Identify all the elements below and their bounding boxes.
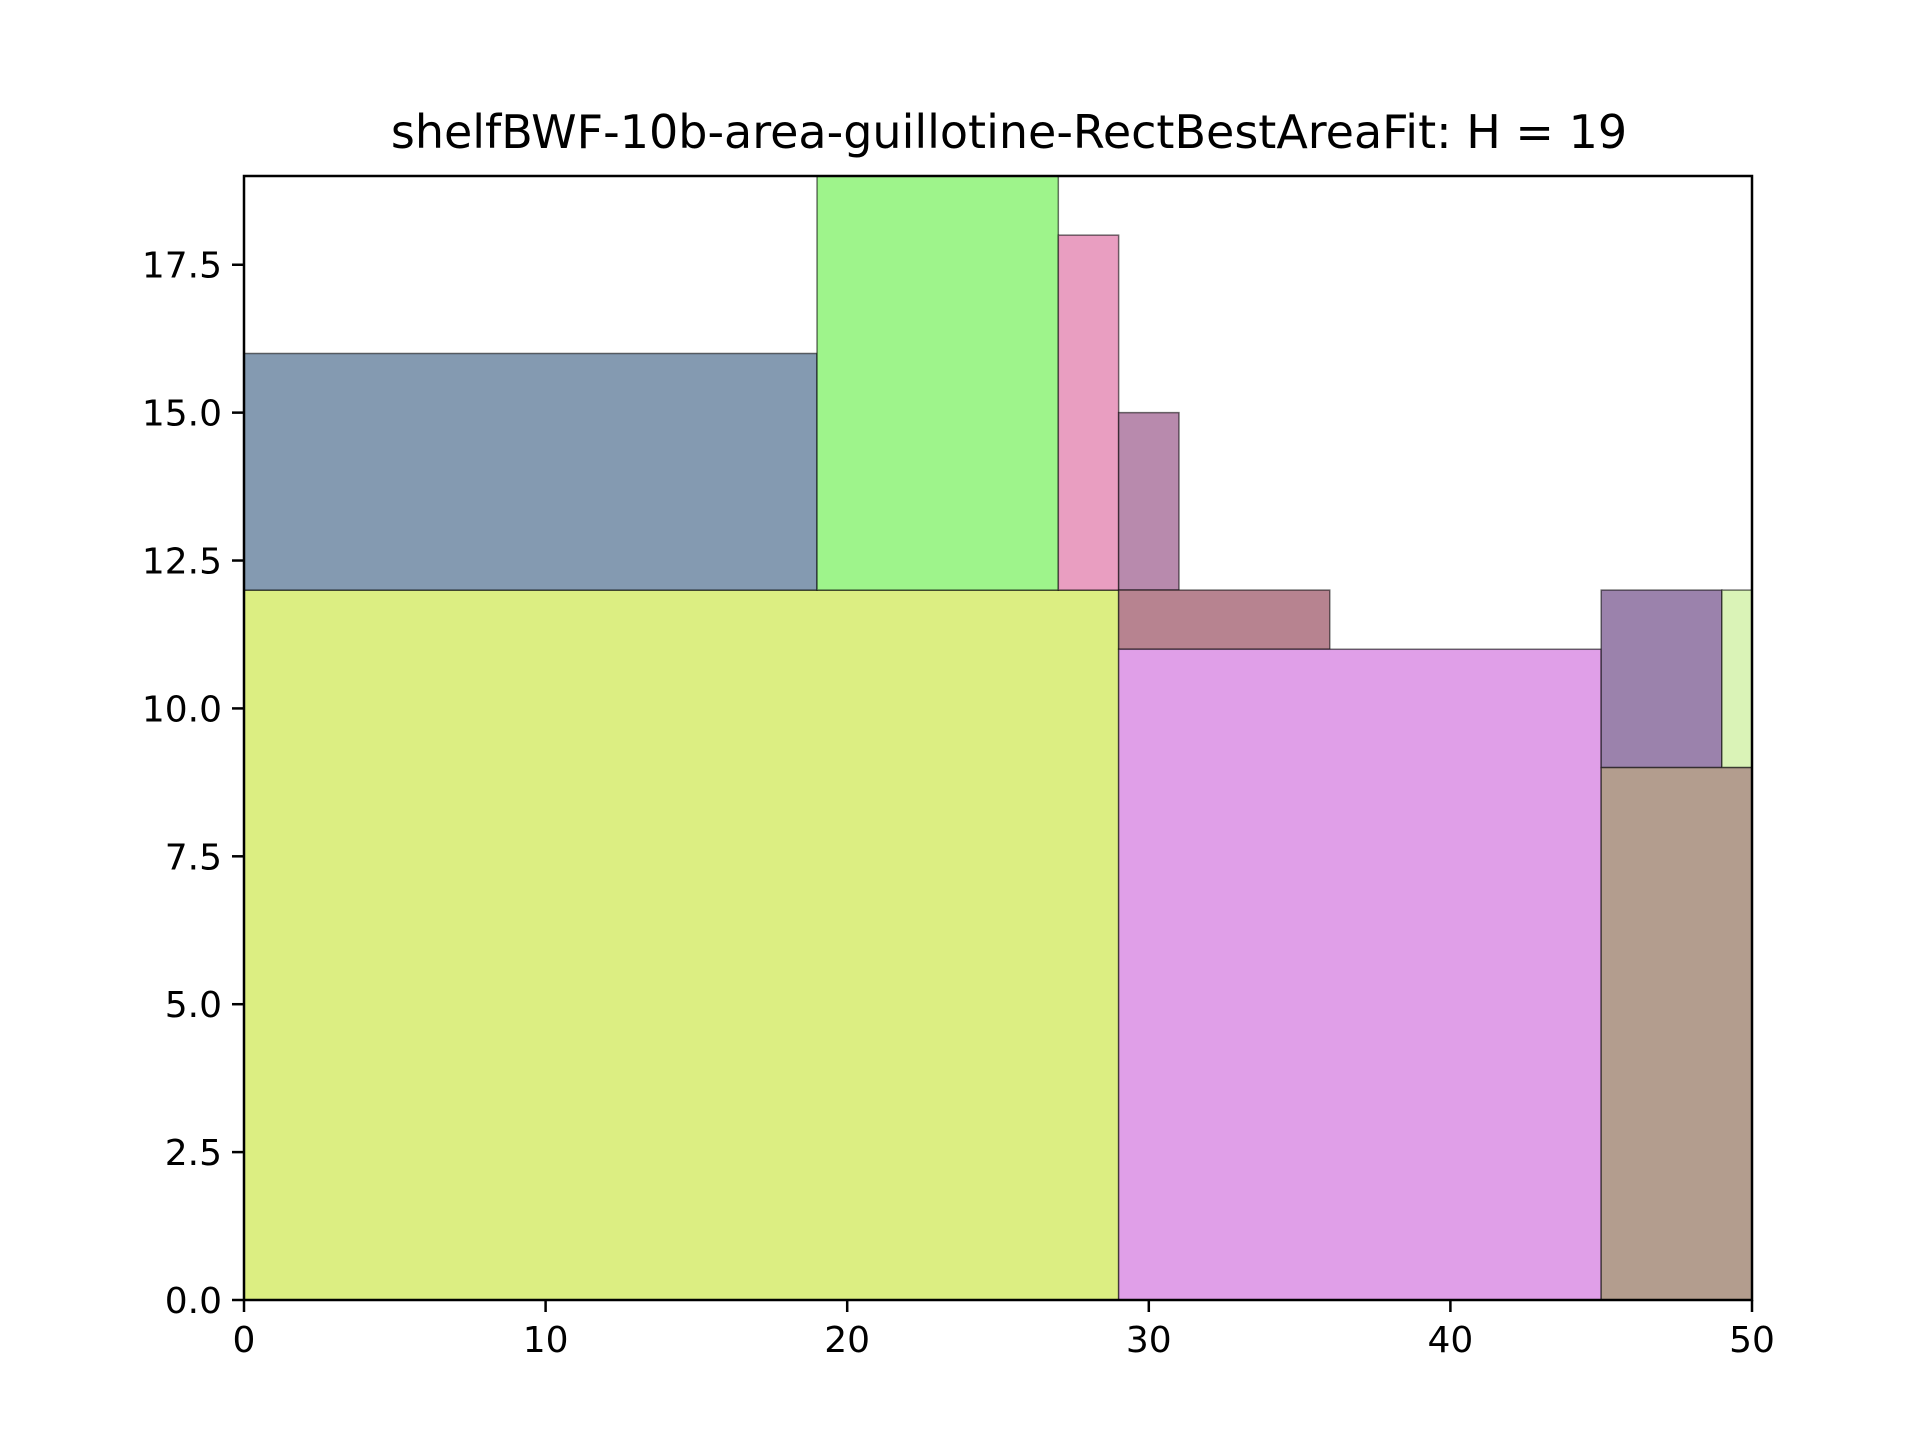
y-tick-label: 0.0 bbox=[165, 1281, 222, 1322]
y-axis: 0.0 2.5 5.0 7.5 10.0 12.5 15.0 17.5 bbox=[142, 246, 244, 1322]
packed-rect-9 bbox=[1721, 589, 1753, 769]
packed-rect-8 bbox=[1600, 589, 1723, 769]
packed-rect-6 bbox=[1117, 589, 1331, 651]
x-tick-label: 30 bbox=[1126, 1320, 1172, 1361]
chart-title: shelfBWF-10b-area-guillotine-RectBestAre… bbox=[391, 105, 1627, 159]
packed-rect-5 bbox=[1117, 411, 1180, 591]
x-tick-label: 50 bbox=[1729, 1320, 1775, 1361]
packed-rect-3 bbox=[816, 175, 1060, 591]
y-tick-label: 2.5 bbox=[165, 1133, 222, 1174]
y-tick-label: 10.0 bbox=[142, 689, 222, 730]
packed-rect-4 bbox=[1057, 234, 1120, 591]
x-tick-label: 40 bbox=[1427, 1320, 1473, 1361]
y-tick-label: 12.5 bbox=[142, 542, 222, 583]
x-tick-label: 10 bbox=[523, 1320, 569, 1361]
axes-frame bbox=[242, 174, 1754, 1302]
x-tick-label: 0 bbox=[233, 1320, 256, 1361]
packed-rect-7 bbox=[1117, 648, 1602, 1301]
packed-rect-2 bbox=[243, 352, 818, 591]
y-tick-label: 7.5 bbox=[165, 837, 222, 878]
plot-area bbox=[242, 174, 1754, 1302]
packed-rect-10 bbox=[1600, 766, 1753, 1301]
y-tick-label: 17.5 bbox=[142, 246, 222, 287]
packed-rect-1 bbox=[243, 589, 1120, 1301]
y-tick-label: 15.0 bbox=[142, 394, 222, 435]
x-axis: 0 10 20 30 40 50 bbox=[233, 1300, 1775, 1361]
x-tick-label: 20 bbox=[824, 1320, 870, 1361]
packed-rectangles bbox=[243, 175, 1753, 1301]
y-tick-label: 5.0 bbox=[165, 985, 222, 1026]
